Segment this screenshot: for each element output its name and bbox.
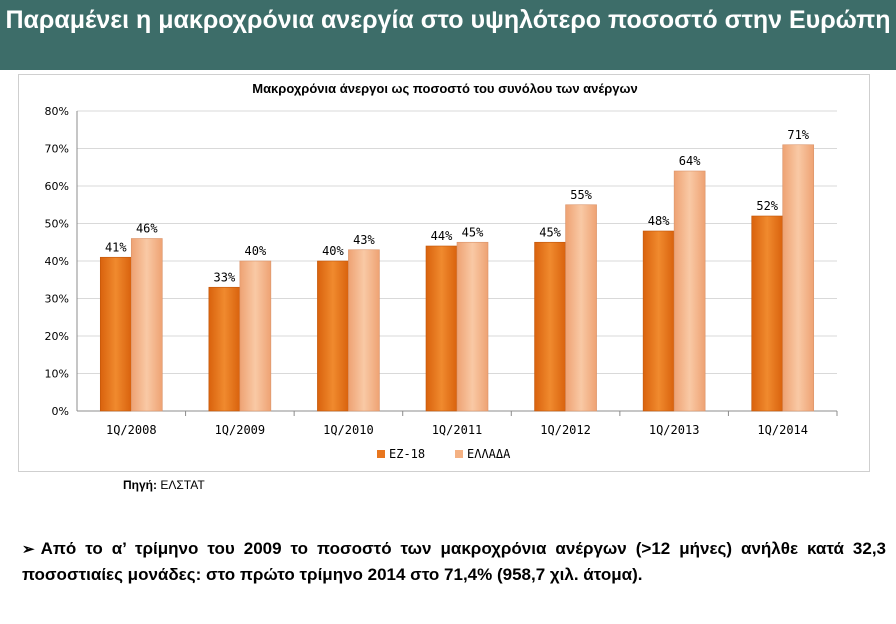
bar-ellada xyxy=(130,238,163,412)
data-label: 40% xyxy=(322,244,344,258)
bar-ez18 xyxy=(534,241,566,412)
bar-ez18 xyxy=(99,256,132,412)
x-tick-label: 1Q/2011 xyxy=(432,423,483,437)
y-tick-label: 0% xyxy=(52,405,69,418)
x-tick-label: 1Q/2014 xyxy=(757,423,808,437)
y-tick-label: 50% xyxy=(45,218,69,231)
bar-ellada xyxy=(239,260,272,412)
data-label: 40% xyxy=(245,244,267,258)
source-label: Πηγή: xyxy=(123,478,157,492)
legend-label: ΕΖ-18 xyxy=(389,447,425,461)
bar-ez18 xyxy=(317,260,349,412)
y-tick-label: 30% xyxy=(45,293,69,306)
bar-ez18 xyxy=(751,215,784,412)
data-label: 33% xyxy=(214,270,236,284)
bar-ellada xyxy=(565,204,597,412)
bar-ellada xyxy=(673,170,706,412)
bar-ellada xyxy=(348,249,380,412)
y-tick-label: 70% xyxy=(45,143,69,156)
y-tick-label: 10% xyxy=(45,368,69,381)
y-tick-label: 80% xyxy=(45,105,69,118)
x-tick-label: 1Q/2012 xyxy=(540,423,591,437)
bar-ellada xyxy=(456,241,489,412)
source-value: ΕΛΣΤΑΤ xyxy=(160,478,205,492)
x-tick-label: 1Q/2010 xyxy=(323,423,374,437)
legend-swatch xyxy=(377,450,385,458)
data-label: 45% xyxy=(462,225,484,239)
chart-title: Μακροχρόνια άνεργοι ως ποσοστό του συνόλ… xyxy=(252,81,638,96)
y-tick-label: 20% xyxy=(45,330,69,343)
bar-ez18 xyxy=(425,245,458,412)
chart-frame: Μακροχρόνια άνεργοι ως ποσοστό του συνόλ… xyxy=(18,74,870,472)
data-label: 43% xyxy=(353,233,375,247)
bar-ellada xyxy=(782,144,815,412)
page-title: Παραμένει η μακροχρόνια ανεργία στο υψηλ… xyxy=(0,0,896,70)
y-tick-label: 60% xyxy=(45,180,69,193)
x-tick-label: 1Q/2008 xyxy=(106,423,157,437)
data-label: 64% xyxy=(679,154,701,168)
data-label: 71% xyxy=(787,128,809,142)
data-label: 46% xyxy=(136,222,158,236)
bar-ez18 xyxy=(642,230,675,412)
data-label: 41% xyxy=(105,240,127,254)
x-tick-label: 1Q/2013 xyxy=(649,423,700,437)
bar-ez18 xyxy=(208,286,241,412)
source-note: Πηγή: ΕΛΣΤΑΤ xyxy=(123,478,205,492)
summary-bullet: ➢ Από το α’ τρίμηνο του 2009 το ποσοστό τ… xyxy=(22,536,886,587)
legend-label: ΕΛΛΑΔΑ xyxy=(467,447,511,461)
summary-text: Από το α’ τρίμηνο του 2009 το ποσοστό τω… xyxy=(22,539,886,584)
data-label: 48% xyxy=(648,214,670,228)
legend-swatch xyxy=(455,450,463,458)
data-label: 52% xyxy=(756,199,778,213)
bar-chart: Μακροχρόνια άνεργοι ως ποσοστό του συνόλ… xyxy=(45,81,838,461)
x-tick-label: 1Q/2009 xyxy=(215,423,266,437)
data-label: 55% xyxy=(570,188,592,202)
data-label: 45% xyxy=(539,225,561,239)
data-label: 44% xyxy=(431,229,453,243)
arrow-bullet-icon: ➢ xyxy=(22,541,35,558)
y-tick-label: 40% xyxy=(45,255,69,268)
